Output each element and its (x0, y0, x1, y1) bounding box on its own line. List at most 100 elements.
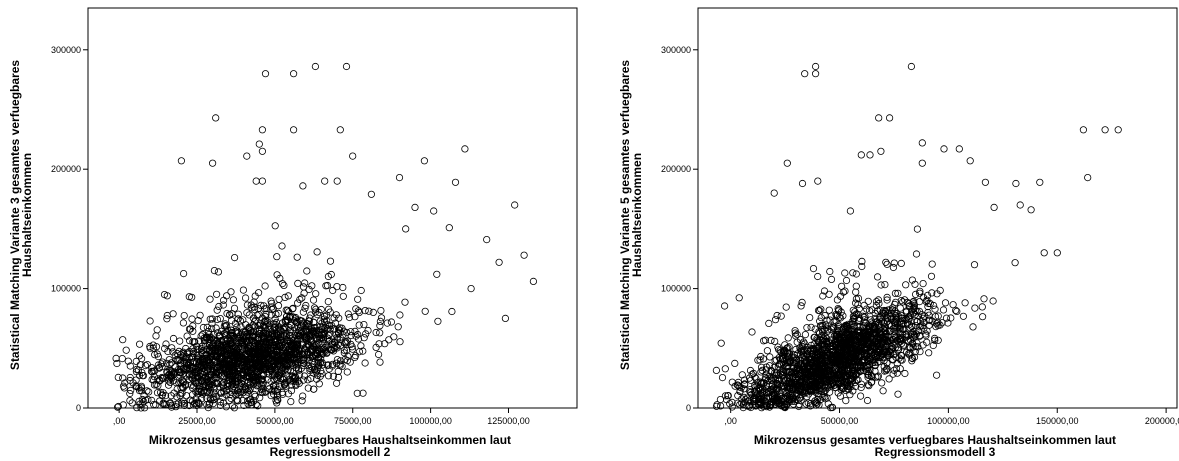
data-point (875, 315, 883, 323)
data-point (953, 307, 961, 315)
data-point (799, 362, 807, 371)
data-point (777, 312, 785, 320)
data-point (884, 332, 892, 340)
data-point (168, 344, 176, 352)
data-point (495, 258, 503, 266)
data-point (222, 403, 230, 411)
data-point (319, 349, 327, 357)
data-point (199, 383, 207, 391)
data-point (186, 396, 194, 404)
data-point (890, 259, 898, 267)
data-point (809, 264, 818, 273)
data-point (265, 385, 273, 393)
data-point (790, 364, 798, 372)
data-point (880, 347, 888, 355)
data-point (1012, 179, 1020, 188)
data-point (257, 381, 266, 389)
data-point (163, 292, 171, 300)
data-point (223, 328, 231, 336)
data-point (990, 203, 998, 211)
data-point (338, 324, 346, 332)
data-point (788, 393, 796, 401)
y-axis-title-line-2: Haushaltseinkommen (630, 153, 644, 277)
data-point (865, 307, 874, 315)
data-point (756, 356, 764, 364)
data-point (846, 207, 854, 215)
data-point (254, 342, 262, 350)
data-point (889, 370, 897, 378)
data-point (267, 391, 275, 400)
data-point (233, 327, 241, 335)
data-point (364, 326, 372, 335)
data-point (347, 328, 355, 336)
axes-layer: 0 100000 200000 300000 ,00 50000,00 100000,00 1… (661, 7, 1179, 426)
data-point (257, 352, 265, 361)
data-point (815, 381, 823, 389)
data-point (896, 304, 904, 312)
data-point (262, 305, 270, 313)
data-point (880, 319, 888, 328)
data-point (249, 353, 257, 362)
data-point (333, 177, 341, 185)
data-point (233, 346, 241, 354)
data-point (212, 324, 220, 332)
data-point (811, 325, 819, 333)
data-point (299, 335, 307, 343)
data-point (207, 370, 215, 378)
data-point (276, 333, 284, 341)
data-point (834, 323, 842, 331)
data-point (151, 351, 159, 359)
data-point (873, 373, 882, 381)
data-point (177, 157, 185, 165)
data-point (925, 311, 933, 319)
data-point (210, 364, 218, 373)
x-axis-title-line-1: Mikrozensus gesamtes verfuegbares Hausha… (149, 433, 511, 447)
data-point (734, 391, 742, 400)
data-point (296, 295, 304, 304)
data-point (771, 337, 779, 345)
data-point (803, 324, 811, 332)
data-point (279, 390, 287, 398)
data-point (395, 174, 404, 182)
data-point (153, 389, 162, 397)
data-point (351, 313, 359, 321)
data-point (217, 389, 225, 397)
data-point (114, 403, 122, 411)
data-point (274, 302, 283, 310)
data-point (318, 319, 326, 327)
data-point (831, 337, 839, 345)
data-point (267, 366, 275, 374)
data-point (872, 301, 880, 309)
data-point (293, 299, 302, 307)
data-point (927, 272, 936, 280)
data-point (286, 312, 294, 320)
data-point (278, 242, 286, 250)
data-point (839, 312, 847, 320)
data-point (819, 377, 827, 385)
data-point (256, 329, 264, 337)
data-point (185, 401, 193, 410)
data-point (258, 147, 266, 155)
data-point (229, 296, 237, 304)
data-point (842, 372, 850, 380)
data-point (773, 311, 781, 320)
data-point (190, 358, 198, 366)
data-point (247, 395, 255, 403)
data-point (240, 377, 248, 385)
data-point (763, 385, 771, 393)
data-point (778, 367, 786, 375)
data-point (978, 303, 986, 311)
data-point (806, 313, 814, 322)
data-point (1084, 174, 1092, 182)
data-point (1036, 178, 1044, 186)
data-point (821, 356, 829, 365)
data-point (114, 402, 123, 411)
data-point (816, 306, 824, 315)
data-point (315, 308, 323, 317)
data-point (421, 307, 429, 315)
data-point (161, 344, 169, 353)
data-point (377, 306, 385, 315)
data-point (249, 367, 257, 375)
data-point (312, 290, 320, 298)
data-point (291, 323, 299, 332)
